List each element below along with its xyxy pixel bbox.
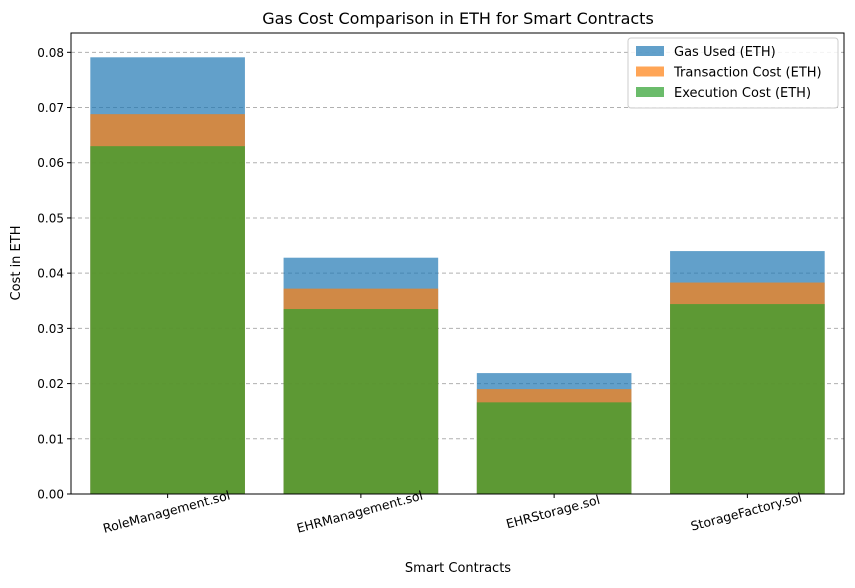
y-tick-label: 0.05 <box>37 211 64 225</box>
chart-title: Gas Cost Comparison in ETH for Smart Con… <box>262 9 654 28</box>
y-tick-label: 0.02 <box>37 377 64 391</box>
bar-3-4 <box>670 304 825 494</box>
plot-frame <box>70 32 845 495</box>
legend: Gas Used (ETH) Transaction Cost (ETH) Exec… <box>627 37 839 109</box>
y-axis-label: Cost in ETH <box>9 226 24 301</box>
legend-label: Transaction Cost (ETH) <box>673 66 822 81</box>
legend-label: Gas Used (ETH) <box>674 45 776 60</box>
y-tick-label: 0.04 <box>37 267 64 281</box>
y-tick-label: 0.00 <box>37 488 64 502</box>
y-tick-label: 0.01 <box>37 432 64 446</box>
bar-3-1 <box>90 146 245 495</box>
x-axis-label: Smart Contracts <box>405 561 511 576</box>
x-tick-label: StorageFactory.sol <box>689 490 803 534</box>
legend-swatch <box>636 46 664 56</box>
bar-3-2 <box>283 309 439 494</box>
legend-label: Execution Cost (ETH) <box>674 86 811 101</box>
x-tick-label: RoleManagement.sol <box>101 487 231 535</box>
y-tick-label: 0.07 <box>37 101 64 115</box>
x-tick-label: EHRManagement.sol <box>295 488 424 536</box>
bar-3-3 <box>476 402 632 494</box>
y-tick-label: 0.08 <box>37 46 64 60</box>
x-tick-label: EHRStorage.sol <box>504 492 601 531</box>
legend-swatch <box>636 87 664 97</box>
y-tick-label: 0.03 <box>37 322 64 336</box>
legend-swatch <box>636 66 664 77</box>
legend-box <box>627 37 839 109</box>
y-tick-label: 0.06 <box>37 156 64 170</box>
